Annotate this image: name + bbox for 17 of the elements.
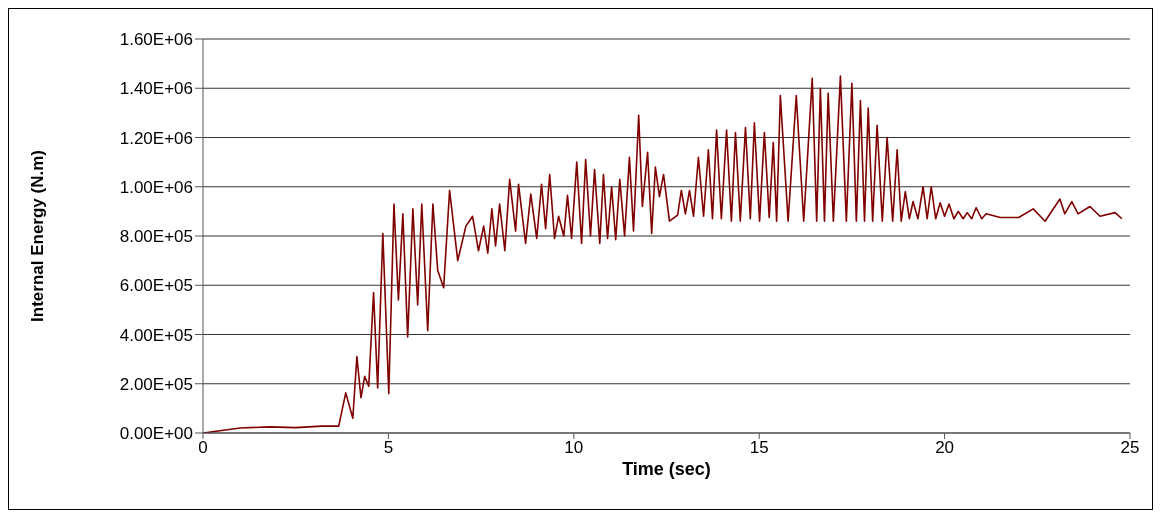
- y-tick-label: 2.00E+05: [119, 374, 193, 394]
- x-tick-label: 5: [383, 438, 394, 458]
- y-tick-label: 1.20E+06: [119, 128, 193, 148]
- y-tick-label: 1.00E+06: [119, 177, 193, 197]
- x-tick-label: 25: [1120, 438, 1140, 458]
- y-axis-title: Internal Energy (N.m): [28, 150, 48, 322]
- x-tick-label: 15: [749, 438, 769, 458]
- x-axis-title: Time (sec): [622, 459, 711, 479]
- y-tick-label: 4.00E+05: [119, 325, 193, 345]
- y-tick-label: 1.60E+06: [119, 30, 193, 50]
- x-tick-label: 0: [198, 438, 208, 458]
- x-tick-label: 20: [935, 438, 955, 458]
- y-tick-label: 0.00E+00: [119, 424, 193, 444]
- y-tick-label: 8.00E+05: [119, 227, 193, 247]
- x-tick-label: 10: [564, 438, 584, 458]
- y-tick-label: 1.40E+06: [119, 79, 193, 99]
- y-tick-label: 6.00E+05: [119, 276, 193, 296]
